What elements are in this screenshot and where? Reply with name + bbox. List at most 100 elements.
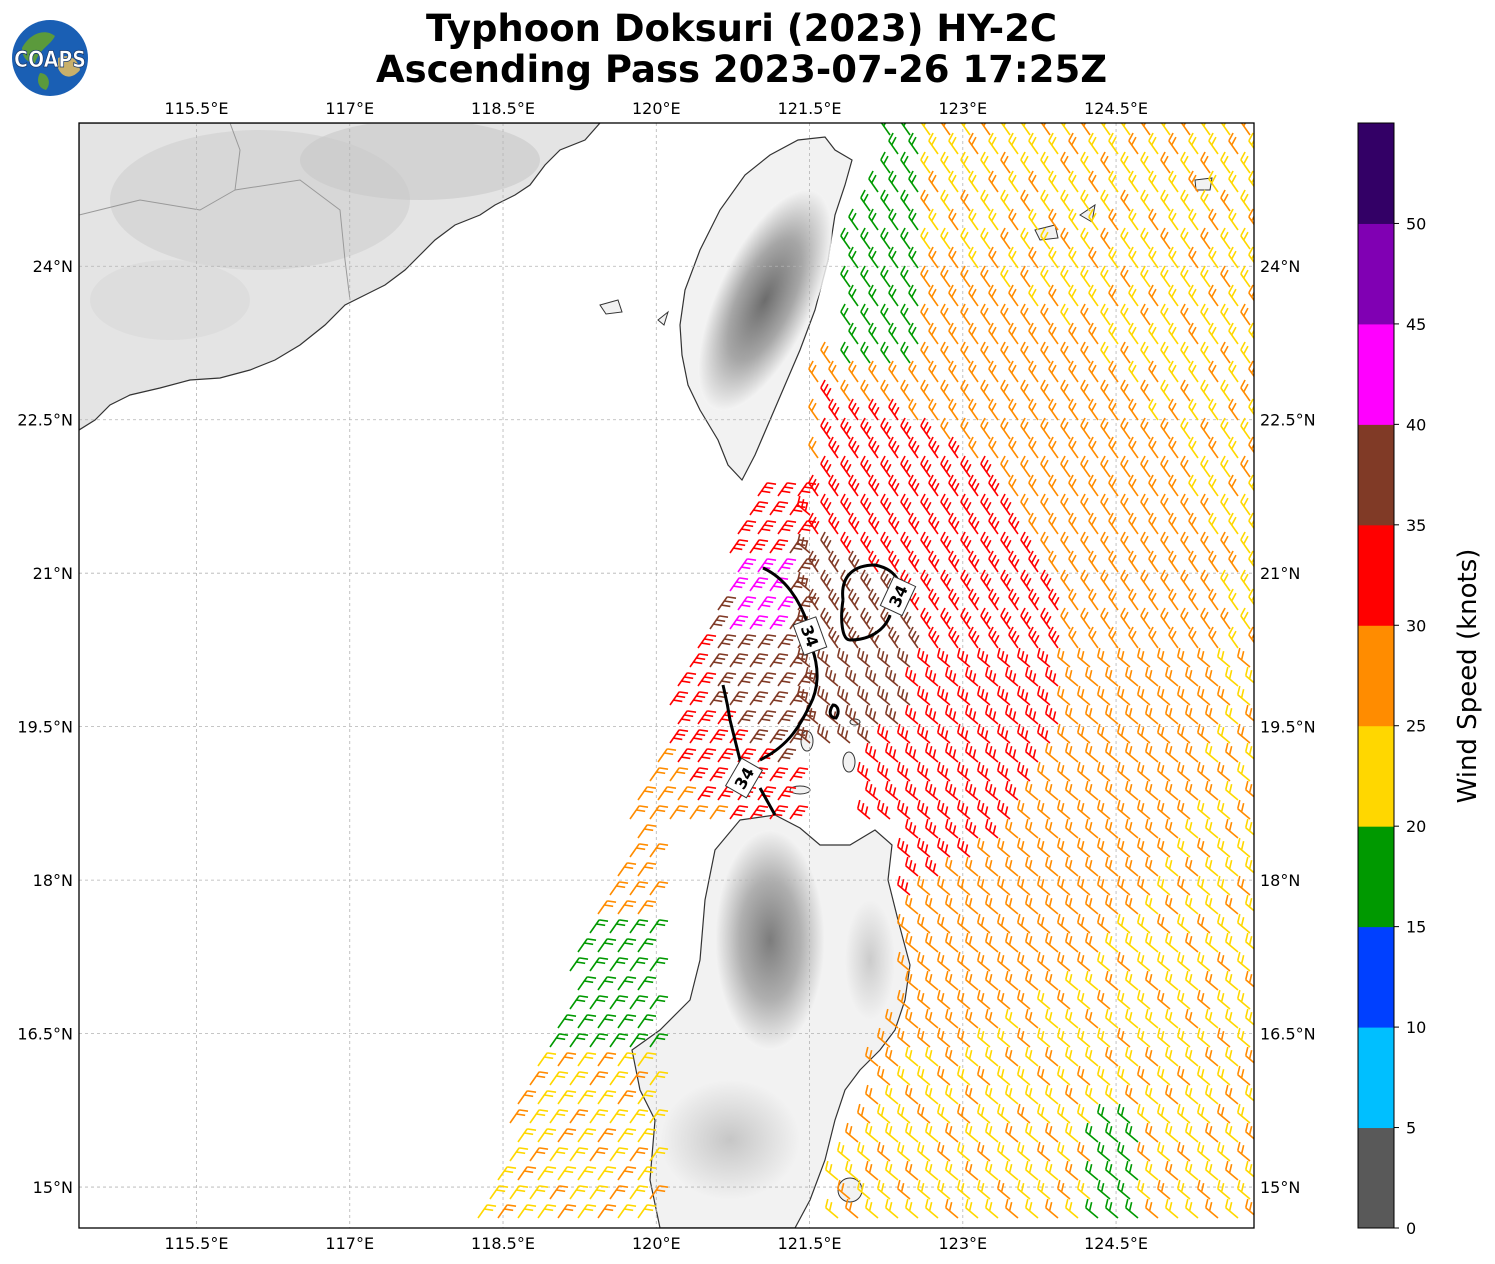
wind-barb [1096,761,1111,782]
wind-barb [1160,189,1171,212]
wind-barb [717,748,737,763]
wind-barb [1240,123,1251,136]
wind-barb [956,875,971,896]
wind-barb [1136,1027,1151,1048]
wind-barb [1096,647,1111,668]
wind-barb [1056,1103,1071,1124]
wind-barb [1228,132,1239,155]
wind-barb [1156,837,1171,858]
wind-barb [1024,1008,1039,1029]
wind-barb [1188,132,1199,155]
wind-barb [1028,398,1039,421]
wind-barb [908,170,919,193]
wind-barb [988,436,999,459]
wind-barb [717,596,737,611]
wind-barb [1204,932,1219,953]
wind-barb [1244,1046,1254,1067]
wind-barb [1236,647,1251,668]
wind-barb [916,761,931,782]
wind-barb [1104,780,1119,801]
wind-barb [589,957,609,972]
wind-barb [1088,398,1099,421]
wind-barb [1240,303,1251,326]
wind-barb [916,723,931,744]
wind-barb [1196,1065,1211,1086]
wind-barb [1200,607,1211,630]
wind-barb [1136,1065,1151,1086]
wind-barb [1200,189,1211,212]
wind-barb [777,672,797,687]
wind-barb [1220,189,1231,212]
page-title: Typhoon Doksuri (2023) HY-2C [425,7,1058,50]
wind-barb [1148,246,1159,269]
wind-barb [769,653,789,668]
wind-barb [956,1065,971,1086]
wind-barb [1008,512,1020,535]
wind-barb [928,170,939,193]
wind-barb [964,742,979,763]
wind-barb [1040,189,1051,212]
wind-barb [1140,455,1151,478]
wind-barb [976,1065,991,1086]
wind-barb [1160,303,1171,326]
wind-barb [1208,208,1219,231]
wind-barb [1028,360,1039,383]
wind-barb [960,189,971,212]
wind-barb [1116,875,1131,896]
wind-barb [1136,837,1151,858]
wind-barb [860,417,872,440]
wind-barb [860,227,871,250]
wind-barb [649,957,669,972]
wind-barb [920,123,931,136]
wind-barb [1020,379,1031,402]
wind-barb [948,132,959,155]
wind-barb [1080,379,1091,402]
wind-barb [629,843,649,858]
wind-barb [1036,647,1051,668]
wind-barb [1044,970,1059,991]
wind-barb [1040,607,1052,630]
wind-barb [1196,875,1211,896]
wind-barb [916,1103,931,1124]
wind-barb [617,1090,637,1105]
wind-barb [1168,626,1179,649]
wind-barb [1164,780,1179,801]
wind-barb [1060,151,1071,174]
wind-barb [1196,723,1211,744]
wind-barb [844,1122,859,1143]
wind-barb [916,799,931,820]
wind-barb [1236,951,1251,972]
wind-barb [729,805,749,820]
wind-barb [880,341,891,364]
wind-barb [796,571,811,592]
wind-barb [824,666,839,687]
latitude-label: 15°N [33,1178,73,1197]
wind-barb [1164,666,1179,687]
wind-barb [936,1103,951,1124]
wind-barb [1148,474,1159,497]
wind-barb [916,913,931,934]
wind-barb [709,653,729,668]
wind-barb [1188,550,1199,573]
latitude-label: 19.5°N [17,718,73,737]
wind-barb [1204,704,1219,725]
wind-barb [1184,1122,1199,1143]
colorbar-tick: 50 [1406,214,1426,233]
wind-barb [920,151,931,174]
wind-barb [840,379,851,402]
wind-barb [960,123,971,136]
wind-barb [669,805,689,820]
wind-barb [904,894,919,915]
wind-barb [968,626,980,649]
wind-barb [1160,493,1171,516]
wind-barb [960,151,971,174]
wind-barb [1124,704,1139,725]
wind-barb [820,455,832,478]
wind-barb [940,569,952,592]
wind-barb [988,360,999,383]
wind-barb [1068,512,1079,535]
wind-barb [964,666,979,687]
wind-barb [1220,531,1231,554]
wind-barb [896,989,911,1010]
wind-barb [968,588,980,611]
